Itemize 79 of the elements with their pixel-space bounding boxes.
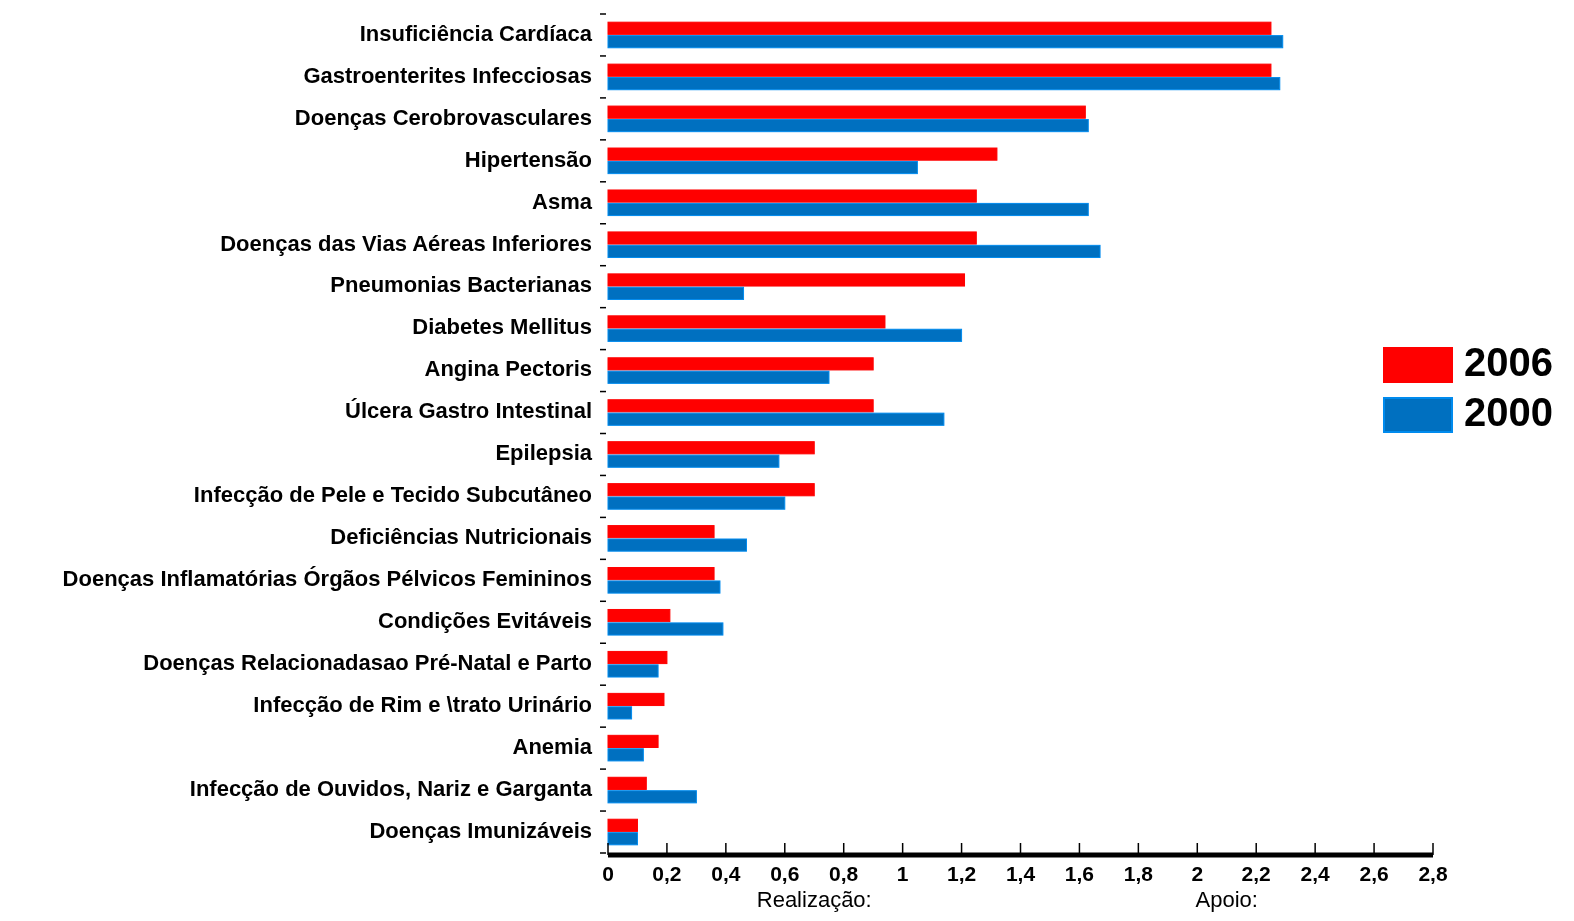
- bar: [607, 525, 715, 539]
- bar: [607, 496, 786, 510]
- bar: [607, 21, 1272, 35]
- bar: [607, 692, 665, 707]
- bar: [607, 189, 977, 203]
- x-tick-label: 0,2: [652, 862, 682, 885]
- y-tick-label: Hipertensão: [464, 146, 592, 172]
- y-tick-label: Asma: [532, 188, 593, 214]
- bar: [607, 567, 715, 581]
- x-tick-label: 1,2: [946, 862, 977, 885]
- x-tick-label: 2: [1191, 862, 1204, 885]
- bar: [607, 244, 1101, 259]
- bar: [607, 119, 1089, 133]
- bar: [607, 790, 697, 804]
- y-tick-label: Infecção de Ouvidos, Nariz e Garganta: [189, 775, 593, 801]
- bar: [607, 105, 1086, 119]
- x-tick-label: 1,8: [1123, 862, 1154, 885]
- y-tick-label: Doenças Imunizáveis: [369, 817, 592, 843]
- bar: [607, 664, 659, 678]
- bar: [607, 622, 724, 636]
- y-tick-label: Infecção de Pele e Tecido Subcutâneo: [193, 482, 592, 508]
- bar: [607, 650, 668, 665]
- bar: [607, 315, 886, 329]
- bar: [607, 776, 647, 790]
- bar: [607, 286, 745, 300]
- bar: [607, 441, 815, 455]
- x-tick-label: 0,6: [770, 862, 800, 885]
- y-tick-label: Doenças Cerobrovasculares: [294, 104, 592, 130]
- bar: [607, 328, 963, 342]
- text: Realização:: [756, 887, 872, 912]
- x-tick-label: 0,8: [829, 862, 859, 885]
- bar: [607, 147, 998, 161]
- bar: [607, 832, 638, 846]
- bar: [607, 454, 780, 468]
- x-tick-label: 0: [602, 862, 614, 885]
- x-tick-label: 1,4: [1005, 862, 1036, 885]
- bar: [607, 63, 1272, 77]
- y-tick-label: Diabetes Mellitus: [412, 314, 592, 340]
- y-tick-label: Gastroenterites Infecciosas: [303, 62, 592, 88]
- legend-label: 2006: [1464, 339, 1553, 384]
- bar: [607, 818, 638, 832]
- x-tick-label: 2,2: [1241, 862, 1271, 885]
- bar: [607, 748, 644, 762]
- bar: [607, 202, 1089, 217]
- y-tick-label: Deficiências Nutricionais: [330, 524, 592, 550]
- bar: [607, 370, 830, 384]
- y-tick-label: Doenças Relacionadasao Pré-Natal e Parto: [143, 650, 592, 676]
- bar: [607, 412, 945, 426]
- bar: [607, 273, 966, 287]
- y-tick-label: Condições Evitáveis: [378, 608, 592, 634]
- x-tick-label: 1: [896, 862, 909, 885]
- x-tick-label: 0,4: [711, 862, 741, 885]
- bar: [607, 538, 747, 552]
- bar: [607, 35, 1284, 49]
- x-tick-label: 2,8: [1418, 862, 1448, 885]
- bar: [607, 483, 815, 497]
- x-tick-label: 2,6: [1359, 862, 1389, 885]
- y-tick-label: Angina Pectoris: [424, 356, 592, 382]
- legend-label: 2000: [1464, 389, 1553, 434]
- y-tick-label: Infecção de Rim e \trato Urinário: [253, 691, 592, 717]
- y-tick-label: Pneumonias Bacterianas: [330, 272, 592, 298]
- y-tick-label: Úlcera Gastro Intestinal: [345, 398, 592, 424]
- bar: [607, 357, 874, 371]
- bar: [607, 77, 1281, 91]
- text: Apoio:: [1195, 887, 1258, 912]
- y-tick-label: Doenças Inflamatórias Órgãos Pélvicos Femininos: [62, 566, 592, 592]
- bar: [607, 734, 659, 748]
- bar: [607, 160, 918, 175]
- x-tick-label: 2,4: [1300, 862, 1331, 885]
- bar: [607, 608, 671, 623]
- bar: [607, 706, 633, 720]
- y-tick-label: Epilepsia: [495, 440, 593, 466]
- bar: [607, 399, 874, 413]
- bar: [607, 580, 721, 594]
- y-tick-label: Anemia: [512, 733, 593, 759]
- x-tick-label: 1,6: [1064, 862, 1095, 885]
- y-tick-label: Doenças das Vias Aéreas Inferiores: [220, 230, 592, 256]
- bar: [607, 231, 977, 245]
- y-tick-label: Insuficiência Cardíaca: [359, 20, 593, 46]
